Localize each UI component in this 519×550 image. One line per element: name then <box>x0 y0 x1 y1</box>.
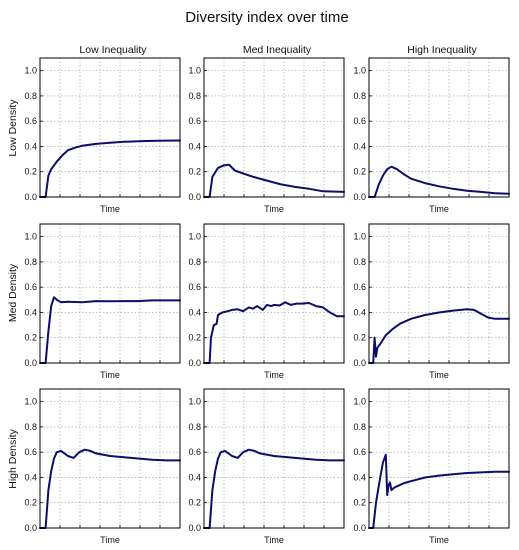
y-tick-label: 0.6 <box>188 282 201 292</box>
y-tick-label: 1.0 <box>24 232 37 242</box>
x-axis-label: Time <box>100 535 120 545</box>
panel-med-density-med-inequality: 0.0 0.2 0.4 0.6 0.8 1.0 Time <box>188 223 345 380</box>
y-tick-label: 0.8 <box>24 91 37 101</box>
y-tick-label: 0.6 <box>353 282 366 292</box>
diversity-series-line <box>39 139 181 198</box>
y-tick-label: 0.0 <box>24 192 37 202</box>
y-tick-label: 0.8 <box>353 91 366 101</box>
panel-high-density-low-inequality: 0.0 0.2 0.4 0.6 0.8 1.0 Time <box>24 388 181 545</box>
x-axis-label: Time <box>264 204 284 214</box>
x-axis-label: Time <box>429 370 449 380</box>
y-tick-label: 0.4 <box>353 307 366 317</box>
panel-low-density-med-inequality: 0.0 0.2 0.4 0.6 0.8 1.0 Time <box>188 57 345 214</box>
y-tick-label: 0.4 <box>24 307 37 317</box>
diversity-series-line <box>39 296 181 364</box>
diversity-series-line <box>368 453 510 529</box>
y-tick-label: 0.8 <box>188 422 201 432</box>
column-title-low-inequality: Low Inequality <box>79 44 147 56</box>
y-tick-label: 0.2 <box>188 498 201 508</box>
panel-high-density-med-inequality: 0.0 0.2 0.4 0.6 0.8 1.0 Time <box>188 388 345 545</box>
plot-frame <box>39 57 181 198</box>
panel-med-density-high-inequality: 0.0 0.2 0.4 0.6 0.8 1.0 Time <box>353 223 510 380</box>
panel-high-density-high-inequality: 0.0 0.2 0.4 0.6 0.8 1.0 Time <box>353 388 510 545</box>
x-axis-label: Time <box>264 535 284 545</box>
diversity-series-line <box>368 308 510 364</box>
y-tick-label: 0.0 <box>353 192 366 202</box>
plot-frame <box>203 57 345 198</box>
plot-frame <box>368 57 510 198</box>
plot-frame <box>39 388 181 529</box>
y-tick-label: 0.4 <box>188 141 201 151</box>
x-axis-label: Time <box>100 370 120 380</box>
y-tick-label: 0.0 <box>24 523 37 533</box>
panel-low-density-low-inequality: 0.0 0.2 0.4 0.6 0.8 1.0 Time <box>24 57 181 214</box>
y-tick-label: 0.4 <box>353 141 366 151</box>
y-tick-label: 0.6 <box>24 447 37 457</box>
y-tick-label: 0.2 <box>353 498 366 508</box>
y-tick-label: 0.6 <box>24 282 37 292</box>
plot-frame <box>203 223 345 364</box>
y-tick-label: 0.4 <box>24 141 37 151</box>
diversity-series-line <box>39 448 181 529</box>
y-tick-label: 0.4 <box>188 307 201 317</box>
y-tick-label: 0.6 <box>353 116 366 126</box>
panels-grid: 0.0 0.2 0.4 0.6 0.8 1.0 Time 0.0 0.2 0.4 0.6 0.8 1.0… <box>24 57 510 545</box>
y-tick-label: 0.0 <box>353 358 366 368</box>
y-tick-label: 1.0 <box>188 66 201 76</box>
x-axis-label: Time <box>100 204 120 214</box>
plot-frame <box>368 223 510 364</box>
y-tick-label: 1.0 <box>353 232 366 242</box>
y-tick-label: 0.0 <box>188 358 201 368</box>
y-tick-label: 0.6 <box>188 447 201 457</box>
diversity-series-line <box>368 165 510 198</box>
y-tick-label: 0.0 <box>188 192 201 202</box>
y-tick-label: 0.2 <box>353 333 366 343</box>
y-tick-label: 0.4 <box>188 472 201 482</box>
column-title-med-inequality: Med Inequality <box>243 44 312 56</box>
panel-low-density-high-inequality: 0.0 0.2 0.4 0.6 0.8 1.0 Time <box>353 57 510 214</box>
figure-title: Diversity index over time <box>185 9 348 26</box>
y-tick-label: 1.0 <box>188 232 201 242</box>
y-tick-label: 0.0 <box>353 523 366 533</box>
row-title-med-density: Med Density <box>7 263 19 322</box>
y-tick-label: 0.6 <box>188 116 201 126</box>
row-title-high-density: High Density <box>7 428 19 488</box>
x-axis-label: Time <box>264 370 284 380</box>
x-axis-label: Time <box>429 204 449 214</box>
y-tick-label: 0.2 <box>24 498 37 508</box>
y-tick-label: 0.4 <box>24 472 37 482</box>
x-axis-label: Time <box>429 535 449 545</box>
y-tick-label: 0.8 <box>353 422 366 432</box>
y-tick-label: 0.2 <box>24 167 37 177</box>
y-tick-label: 0.8 <box>24 422 37 432</box>
diversity-series-line <box>203 448 345 529</box>
column-title-high-inequality: High Inequality <box>407 44 477 56</box>
y-tick-label: 0.2 <box>188 167 201 177</box>
plot-frame <box>368 388 510 529</box>
y-tick-label: 0.2 <box>353 167 366 177</box>
y-tick-label: 0.0 <box>24 358 37 368</box>
y-tick-label: 1.0 <box>24 397 37 407</box>
y-tick-label: 0.6 <box>353 447 366 457</box>
diversity-series-line <box>203 301 345 364</box>
row-title-low-density: Low Density <box>7 99 19 157</box>
y-tick-label: 0.8 <box>188 91 201 101</box>
plot-frame <box>39 223 181 364</box>
plot-frame <box>203 388 345 529</box>
y-tick-label: 0.2 <box>24 333 37 343</box>
y-tick-label: 0.0 <box>188 523 201 533</box>
y-tick-label: 1.0 <box>188 397 201 407</box>
diversity-series-line <box>203 163 345 198</box>
y-tick-label: 1.0 <box>353 397 366 407</box>
y-tick-label: 1.0 <box>24 66 37 76</box>
y-tick-label: 0.4 <box>353 472 366 482</box>
y-tick-label: 0.6 <box>24 116 37 126</box>
y-tick-label: 0.2 <box>188 333 201 343</box>
panel-med-density-low-inequality: 0.0 0.2 0.4 0.6 0.8 1.0 Time <box>24 223 181 380</box>
y-tick-label: 0.8 <box>353 257 366 267</box>
y-tick-label: 0.8 <box>188 257 201 267</box>
y-tick-label: 0.8 <box>24 257 37 267</box>
y-tick-label: 1.0 <box>353 66 366 76</box>
